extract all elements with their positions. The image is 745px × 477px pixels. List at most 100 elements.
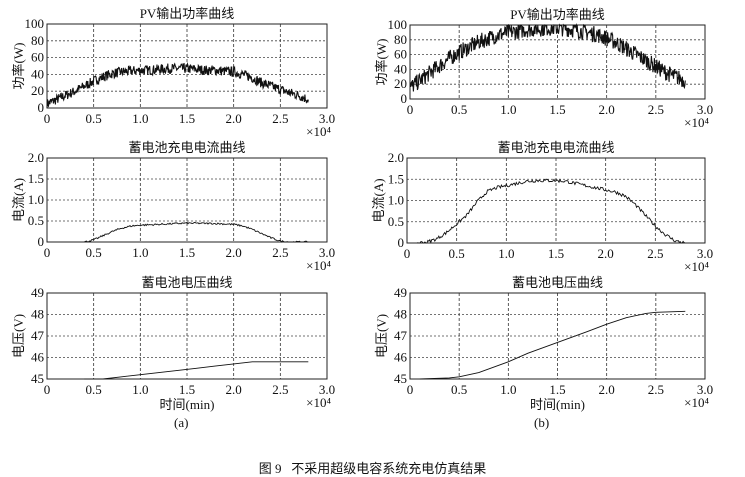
x-tick-label: 2.0	[598, 246, 614, 261]
x-tick-label: 0	[404, 246, 411, 261]
x-tick-label: 2.5	[648, 102, 664, 117]
data-series-line	[409, 22, 686, 92]
y-tick-label: 45	[31, 371, 44, 386]
x-tick-label: 1.0	[132, 382, 148, 397]
x-tick-label: 0	[407, 102, 414, 117]
x-tick-label: 2.5	[647, 246, 663, 261]
x-tick-label: 0.5	[451, 102, 467, 117]
y-tick-label: 0	[38, 234, 45, 249]
x-tick-label: 0	[44, 382, 51, 397]
chart-title: PV输出功率曲线	[510, 7, 605, 22]
y-tick-label: 60	[394, 47, 407, 62]
y-tick-label: 2.0	[28, 150, 44, 165]
x-tick-label: 2.5	[272, 382, 288, 397]
chart-panel-3: 0 0.5 1.0 1.5 2.0 2.5 3.0 0 0.5 1.0 1.5 2.0 蓄电池充电电流曲…	[11, 140, 335, 273]
panel-b-label: (b)	[534, 415, 550, 430]
y-tick-label: 80	[31, 33, 44, 48]
x-tick-label: 1.5	[549, 382, 565, 397]
y-tick-label: 100	[388, 17, 408, 32]
y-axis-label: 电流(A)	[371, 178, 386, 222]
chart-title: PV输出功率曲线	[140, 6, 235, 21]
y-axis-label: 电压(V)	[374, 314, 389, 358]
panel-a-label: (a)	[174, 415, 189, 430]
x-tick-label: 3.0	[319, 111, 335, 126]
x-axis-label: 时间(min)	[530, 397, 585, 412]
x-tick-label: 3.0	[319, 382, 335, 397]
x-tick-label: 2.5	[272, 245, 288, 260]
x-tick-label: 0.5	[86, 111, 102, 126]
x-tick-label: 1.0	[500, 382, 516, 397]
x-tick-label: 3.0	[319, 245, 335, 260]
x-tick-label: 0.5	[451, 382, 467, 397]
x-axis-label: 时间(min)	[160, 397, 215, 412]
chart-panel-6: 0 0.5 1.0 1.5 2.0 2.5 3.0 45 46 47 48 49 蓄电池电压曲线电压(V…	[374, 275, 713, 412]
y-tick-label: 1.5	[28, 171, 44, 186]
y-tick-label: 47	[31, 328, 45, 343]
x-tick-label: 3.0	[697, 246, 713, 261]
x-tick-label: 0.5	[86, 245, 102, 260]
plot-frame	[406, 157, 706, 244]
chart-panel-4: 0 0.5 1.0 1.5 2.0 2.5 3.0 0 0.5 1.0 1.5 2.0 蓄电池充电电流曲…	[371, 140, 713, 274]
y-tick-label: 60	[31, 50, 44, 65]
y-tick-label: 2.0	[388, 150, 404, 165]
x-tick-label: 0.5	[86, 382, 102, 397]
y-axis-label: 电流(A)	[11, 178, 26, 222]
y-axis-label: 功率(W)	[11, 43, 26, 90]
x-tick-label: 1.5	[179, 245, 195, 260]
y-tick-label: 47	[394, 328, 408, 343]
data-series-line	[84, 361, 309, 380]
x-tick-label: 0	[44, 111, 51, 126]
data-series-line	[84, 221, 309, 243]
x-tick-label: 0	[44, 245, 51, 260]
y-tick-label: 1.5	[388, 171, 404, 186]
y-tick-label: 1.0	[388, 193, 404, 208]
y-tick-label: 80	[394, 32, 407, 47]
y-tick-label: 0.5	[388, 214, 404, 229]
x-tick-label: 2.0	[226, 245, 242, 260]
chart-panel-1: 0 0.5 1.0 1.5 2.0 2.5 3.0020406080100PV输出功率曲线功…	[11, 6, 335, 139]
x-multiplier-label: ×10⁴	[306, 124, 331, 139]
data-series-line	[419, 310, 686, 380]
plot-frame	[46, 23, 328, 109]
y-tick-label: 0	[398, 235, 405, 250]
x-multiplier-label: ×10⁴	[306, 258, 331, 273]
chart-title: 蓄电池电压曲线	[141, 275, 232, 290]
x-tick-label: 2.0	[226, 111, 242, 126]
x-multiplier-label: ×10⁴	[684, 115, 709, 130]
plot-frame	[46, 292, 328, 380]
data-series-line	[416, 178, 686, 244]
y-tick-label: 49	[31, 285, 44, 300]
x-tick-label: 3.0	[697, 102, 713, 117]
y-tick-label: 0	[401, 91, 408, 106]
y-tick-label: 46	[394, 350, 408, 365]
x-tick-label: 2.5	[272, 111, 288, 126]
x-tick-label: 0	[407, 382, 414, 397]
figure-caption: 图 9 不采用超级电容系统充电仿真结果	[258, 461, 487, 476]
y-tick-label: 40	[31, 66, 44, 81]
chart-panel-5: 0 0.5 1.0 1.5 2.0 2.5 3.0 45 46 47 48 49 蓄电池电压曲线电压(V…	[11, 275, 335, 412]
x-tick-label: 2.0	[226, 382, 242, 397]
x-tick-label: 1.0	[132, 245, 148, 260]
x-tick-label: 1.5	[179, 111, 195, 126]
y-axis-label: 功率(W)	[374, 39, 389, 86]
plot-frame	[409, 24, 706, 100]
chart-title: 蓄电池充电电流曲线	[497, 140, 614, 155]
y-tick-label: 1.0	[28, 192, 44, 207]
x-tick-label: 1.5	[179, 382, 195, 397]
x-tick-label: 2.0	[599, 382, 615, 397]
x-tick-label: 1.0	[500, 102, 516, 117]
x-multiplier-label: ×10⁴	[684, 259, 709, 274]
y-tick-label: 48	[31, 307, 44, 322]
x-tick-label: 1.5	[548, 246, 564, 261]
x-tick-label: 2.0	[599, 102, 615, 117]
y-tick-label: 20	[394, 76, 407, 91]
x-tick-label: 0.5	[449, 246, 465, 261]
plot-frame	[409, 292, 706, 380]
x-tick-label: 1.5	[549, 102, 565, 117]
x-multiplier-label: ×10⁴	[684, 395, 709, 410]
data-series-line	[46, 61, 309, 109]
y-tick-label: 100	[25, 16, 45, 31]
plot-frame	[46, 157, 328, 243]
y-tick-label: 48	[394, 307, 407, 322]
